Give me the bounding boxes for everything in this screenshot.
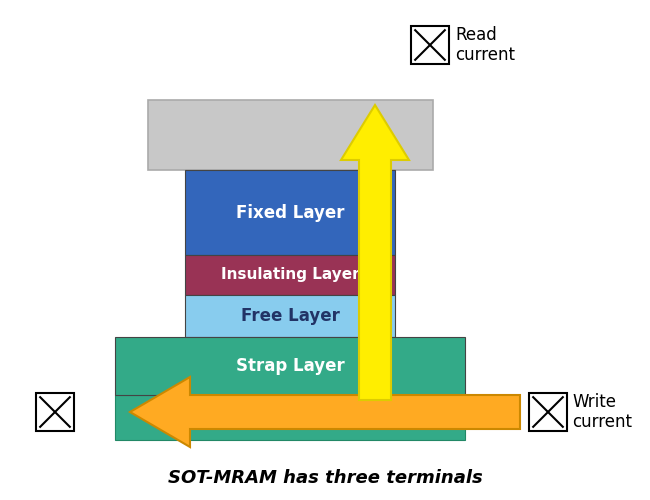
Bar: [115, 395, 465, 440]
Text: Fixed Layer: Fixed Layer: [236, 204, 344, 222]
Bar: [411, 26, 449, 64]
Text: SOT-MRAM has three terminals: SOT-MRAM has three terminals: [168, 469, 482, 487]
Bar: [148, 100, 433, 170]
Text: Strap Layer: Strap Layer: [235, 357, 344, 375]
Text: Write
current: Write current: [572, 392, 632, 432]
FancyArrow shape: [130, 377, 520, 447]
Bar: [185, 255, 395, 295]
Text: Read
current: Read current: [455, 26, 515, 64]
Bar: [185, 295, 395, 337]
Text: Free Layer: Free Layer: [240, 307, 339, 325]
FancyArrow shape: [341, 105, 409, 400]
Bar: [529, 393, 567, 431]
Bar: [115, 337, 465, 395]
Text: Insulating Layer: Insulating Layer: [221, 268, 359, 282]
Bar: [185, 170, 395, 255]
Bar: [36, 393, 74, 431]
